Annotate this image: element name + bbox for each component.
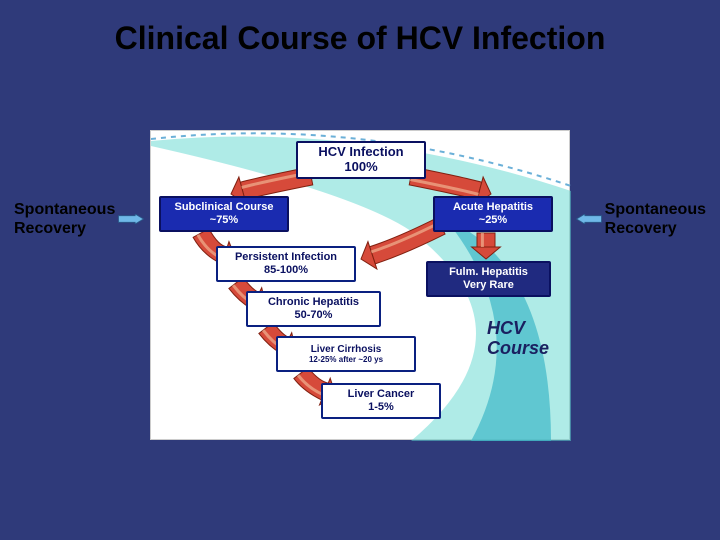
node-label: HCV Infection (318, 145, 403, 160)
node-hcv-infection: HCV Infection100% (296, 141, 426, 179)
node-label: Persistent Infection (235, 251, 337, 264)
arrow-left-icon (116, 214, 146, 224)
node-fulm-hepatitis: Fulm. HepatitisVery Rare (426, 261, 551, 297)
node-label: Chronic Hepatitis (268, 296, 359, 309)
arrow-right-icon (574, 214, 604, 224)
node-percent: ~75% (210, 214, 238, 227)
node-percent: 85-100% (264, 264, 308, 277)
node-percent: 50-70% (295, 309, 333, 322)
node-subclinical: Subclinical Course~75% (159, 196, 289, 232)
node-label: Acute Hepatitis (453, 201, 533, 214)
node-liver-cancer: Liver Cancer1-5% (321, 383, 441, 419)
node-label: Subclinical Course (174, 201, 273, 214)
flow-arrow-acute-hepatitis-to-fulm-hepatitis (472, 233, 501, 259)
node-chronic-hepatitis: Chronic Hepatitis50-70% (246, 291, 381, 327)
node-liver-cirrhosis: Liver Cirrhosis12-25% after ~20 ys (276, 336, 416, 372)
node-label: Liver Cirrhosis (311, 344, 382, 356)
node-label: Liver Cancer (348, 388, 415, 401)
hcv-course-label: HCV Course (487, 319, 549, 359)
node-percent: 1-5% (368, 401, 394, 414)
node-persistent: Persistent Infection85-100% (216, 246, 356, 282)
node-acute-hepatitis: Acute Hepatitis~25% (433, 196, 553, 232)
node-percent: Very Rare (463, 279, 514, 292)
node-percent: 100% (344, 160, 377, 175)
node-percent: ~25% (479, 214, 507, 227)
node-label: Fulm. Hepatitis (449, 266, 528, 279)
flowchart-diagram: HCV Infection100%Subclinical Course~75%A… (150, 130, 570, 440)
slide-title: Clinical Course of HCV Infection (0, 0, 720, 57)
label-spontaneous-recovery-left: Spontaneous Recovery (14, 200, 115, 238)
slide: Clinical Course of HCV Infection Spontan… (0, 0, 720, 540)
label-spontaneous-recovery-right: Spontaneous Recovery (605, 200, 706, 238)
node-percent: 12-25% after ~20 ys (309, 355, 383, 364)
